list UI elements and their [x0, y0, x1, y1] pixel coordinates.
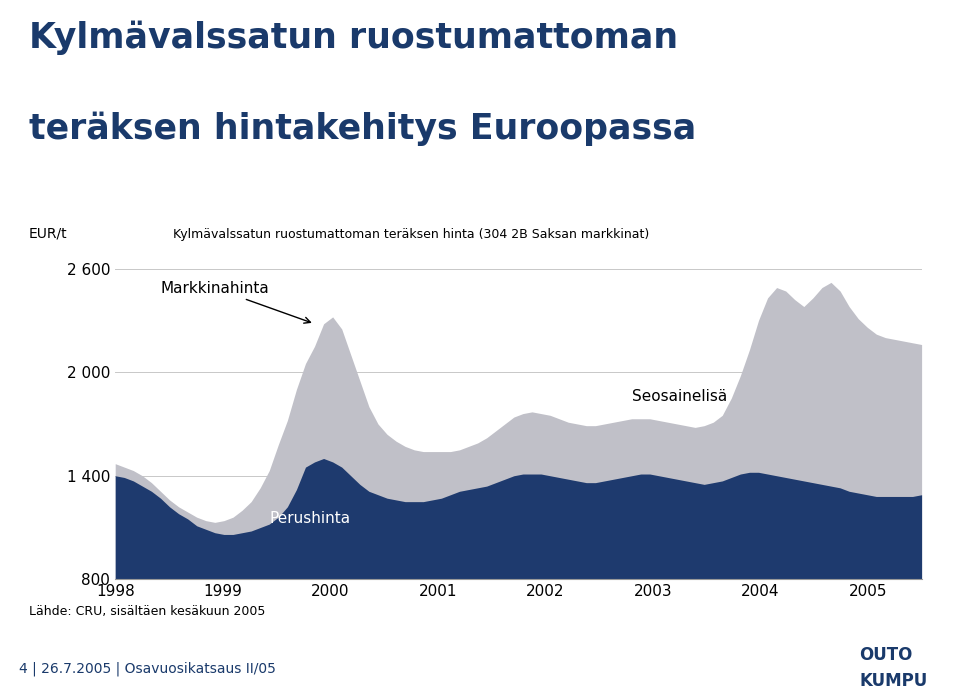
Text: Perushinta: Perushinta	[269, 512, 350, 526]
Text: EUR/t: EUR/t	[29, 227, 67, 241]
Text: 4 | 26.7.2005 | Osavuosikatsaus II/05: 4 | 26.7.2005 | Osavuosikatsaus II/05	[19, 661, 276, 676]
Text: teräksen hintakehitys Euroopassa: teräksen hintakehitys Euroopassa	[29, 112, 696, 146]
Text: Kylmävalssatun ruostumattoman: Kylmävalssatun ruostumattoman	[29, 21, 678, 55]
Text: Kylmävalssatun ruostumattoman teräksen hinta (304 2B Saksan markkinat): Kylmävalssatun ruostumattoman teräksen h…	[173, 228, 649, 241]
Text: Lähde: CRU, sisältäen kesäkuun 2005: Lähde: CRU, sisältäen kesäkuun 2005	[29, 604, 265, 618]
Text: KUMPU: KUMPU	[859, 672, 927, 690]
Text: Seosainelisä: Seosainelisä	[632, 389, 727, 404]
Text: Markkinahinta: Markkinahinta	[160, 281, 310, 323]
Text: OUTO: OUTO	[859, 646, 913, 664]
